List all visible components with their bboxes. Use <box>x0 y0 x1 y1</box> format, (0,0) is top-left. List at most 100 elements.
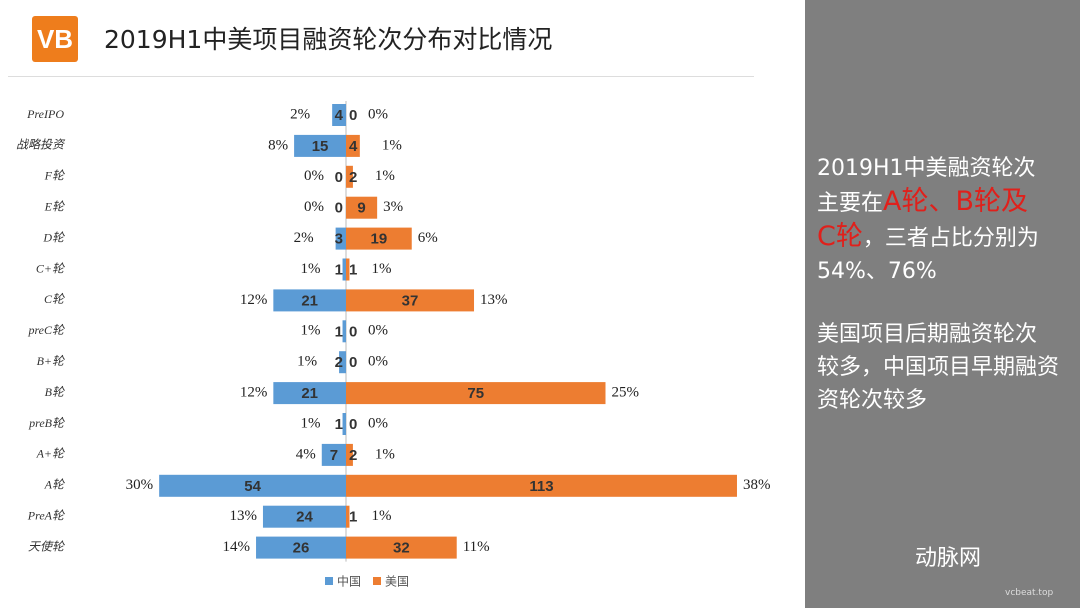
bar <box>256 536 346 559</box>
data-label: 1 <box>335 416 343 433</box>
category-label: preC轮 <box>27 323 65 337</box>
text-line: 较多，中国项目早期融资 <box>817 351 1059 384</box>
data-label: 0 <box>349 107 357 124</box>
data-label: 26 <box>293 540 310 557</box>
category-label: 天使轮 <box>28 539 65 553</box>
share-label: 1% <box>375 446 395 462</box>
share-label: 1% <box>375 168 395 184</box>
category-label: F轮 <box>44 169 65 183</box>
share-label: 2% <box>294 230 314 246</box>
category-label: C+轮 <box>36 261 65 275</box>
legend-swatch <box>325 577 333 585</box>
watermark-site: vcbeat.top <box>1005 588 1054 598</box>
data-label: 32 <box>393 540 410 557</box>
share-label: 1% <box>301 323 321 339</box>
text-line: 主要在A轮、B轮及 <box>817 185 1039 220</box>
bar <box>346 536 457 559</box>
data-label: 19 <box>371 231 388 248</box>
share-label: 12% <box>240 385 268 401</box>
data-label: 0 <box>335 169 343 186</box>
data-label: 0 <box>349 354 357 371</box>
share-label: 1% <box>382 137 402 153</box>
text: ，三者占比分别为 <box>862 226 1039 251</box>
text: 主要在 <box>817 191 884 216</box>
divider <box>8 76 754 77</box>
data-label: 21 <box>301 292 318 309</box>
text-line: 资轮次较多 <box>817 384 1059 417</box>
bar <box>294 134 346 157</box>
bar <box>346 289 475 312</box>
bar <box>339 351 346 374</box>
highlight-text: C轮 <box>817 221 863 252</box>
share-label: 14% <box>223 539 251 555</box>
share-label: 0% <box>368 323 388 339</box>
data-label: 21 <box>301 385 318 402</box>
logo: VB <box>32 16 78 62</box>
data-label: 1 <box>349 261 357 278</box>
category-label: A轮 <box>44 478 65 492</box>
category-label: D轮 <box>42 230 65 244</box>
share-label: 3% <box>383 199 403 215</box>
share-label: 12% <box>240 292 268 308</box>
bar <box>321 443 346 466</box>
category-label: PreA轮 <box>27 508 65 522</box>
bar <box>335 227 346 250</box>
bar <box>346 227 412 250</box>
bar <box>346 258 350 281</box>
data-label: 2 <box>335 354 343 371</box>
summary: 美国项目后期融资轮次 较多，中国项目早期融资 资轮次较多 <box>817 318 1059 417</box>
share-label: 0% <box>368 106 388 122</box>
bar <box>342 258 346 281</box>
bar <box>262 505 346 528</box>
category-label: C轮 <box>44 292 65 306</box>
data-label: 75 <box>467 385 484 402</box>
data-label: 4 <box>349 138 358 155</box>
share-label: 0% <box>368 354 388 370</box>
share-label: 1% <box>301 415 321 431</box>
category-label: B轮 <box>45 385 65 399</box>
data-label: 2 <box>349 447 357 464</box>
text-line: 54%、76% <box>817 255 1039 288</box>
category-label: 战略投资 <box>16 138 66 152</box>
data-label: 0 <box>349 416 357 433</box>
summary: 2019H1中美融资轮次 主要在A轮、B轮及 C轮，三者占比分别为 54%、76% <box>817 152 1039 288</box>
legend-label: 美国 <box>385 575 409 589</box>
bar <box>346 196 378 219</box>
category-label: A+轮 <box>36 447 65 461</box>
category-label: preB轮 <box>28 416 65 430</box>
bar <box>346 505 350 528</box>
share-label: 1% <box>371 261 391 277</box>
share-label: 0% <box>368 415 388 431</box>
bar <box>346 382 606 405</box>
data-label: 1 <box>349 509 357 526</box>
bar <box>273 289 346 312</box>
share-label: 0% <box>304 168 324 184</box>
data-label: 113 <box>529 478 553 495</box>
data-label: 1 <box>335 261 343 278</box>
bar <box>346 474 737 497</box>
text: 较多，中国项目早期融资 <box>817 355 1060 380</box>
legend-swatch <box>373 577 381 585</box>
data-label: 24 <box>296 509 313 526</box>
share-label: 13% <box>480 292 508 308</box>
bar <box>346 165 353 188</box>
data-label: 54 <box>244 478 261 495</box>
data-label: 7 <box>330 447 338 464</box>
highlight-text: A轮、B轮及 <box>883 186 1029 217</box>
data-label: 0 <box>349 323 357 340</box>
data-label: 37 <box>402 292 419 309</box>
share-label: 4% <box>296 446 316 462</box>
text-line: 2019H1中美融资轮次 <box>817 152 1039 185</box>
share-label: 38% <box>743 477 771 493</box>
text: 资轮次较多 <box>817 388 928 413</box>
bar <box>342 320 346 343</box>
text-line: C轮，三者占比分别为 <box>817 220 1039 255</box>
text: 美国项目后期融资轮次 <box>817 322 1038 347</box>
data-label: 4 <box>335 107 344 124</box>
share-label: 0% <box>304 199 324 215</box>
text-line: 美国项目后期融资轮次 <box>817 318 1059 351</box>
share-label: 1% <box>371 508 391 524</box>
share-label: 1% <box>297 354 317 370</box>
share-label: 25% <box>612 385 640 401</box>
bar <box>332 104 346 126</box>
